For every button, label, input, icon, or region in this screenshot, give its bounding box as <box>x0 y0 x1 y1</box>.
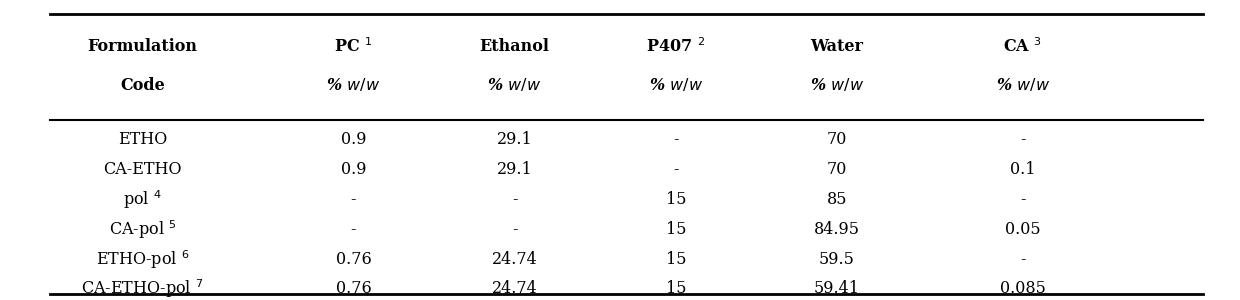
Text: 15: 15 <box>666 251 686 268</box>
Text: -: - <box>351 191 356 208</box>
Text: 70: 70 <box>827 161 847 178</box>
Text: CA-pol $^{5}$: CA-pol $^{5}$ <box>109 218 176 241</box>
Text: 15: 15 <box>666 221 686 238</box>
Text: -: - <box>673 131 678 148</box>
Text: % $w/w$: % $w/w$ <box>326 77 381 94</box>
Text: % $w/w$: % $w/w$ <box>487 77 542 94</box>
Text: ETHO-pol $^{6}$: ETHO-pol $^{6}$ <box>95 248 190 271</box>
Text: 15: 15 <box>666 280 686 297</box>
Text: -: - <box>512 191 517 208</box>
Text: -: - <box>1021 191 1025 208</box>
Text: Water: Water <box>811 38 863 55</box>
Text: 70: 70 <box>827 131 847 148</box>
Text: % $w/w$: % $w/w$ <box>649 77 703 94</box>
Text: P407 $^{2}$: P407 $^{2}$ <box>646 37 706 56</box>
Text: % $w/w$: % $w/w$ <box>996 77 1050 94</box>
Text: 0.76: 0.76 <box>336 251 371 268</box>
Text: 29.1: 29.1 <box>497 161 532 178</box>
Text: -: - <box>1021 131 1025 148</box>
Text: 15: 15 <box>666 191 686 208</box>
Text: -: - <box>1021 251 1025 268</box>
Text: 0.9: 0.9 <box>341 161 366 178</box>
Text: ETHO: ETHO <box>118 131 167 148</box>
Text: 59.5: 59.5 <box>820 251 854 268</box>
Text: 0.05: 0.05 <box>1006 221 1040 238</box>
Text: Formulation: Formulation <box>88 38 197 55</box>
Text: 24.74: 24.74 <box>492 251 537 268</box>
Text: PC $^{1}$: PC $^{1}$ <box>334 37 373 56</box>
Text: CA-ETHO: CA-ETHO <box>103 161 182 178</box>
Text: 0.1: 0.1 <box>1011 161 1035 178</box>
Text: 0.9: 0.9 <box>341 131 366 148</box>
Text: -: - <box>673 161 678 178</box>
Text: Ethanol: Ethanol <box>480 38 549 55</box>
Text: 0.085: 0.085 <box>1001 280 1045 297</box>
Text: 0.76: 0.76 <box>336 280 371 297</box>
Text: 84.95: 84.95 <box>813 221 861 238</box>
Text: CA $^{3}$: CA $^{3}$ <box>1003 37 1043 56</box>
Text: pol $^{4}$: pol $^{4}$ <box>123 188 162 211</box>
Text: -: - <box>351 221 356 238</box>
Text: -: - <box>512 221 517 238</box>
Text: 29.1: 29.1 <box>497 131 532 148</box>
Text: CA-ETHO-pol $^{7}$: CA-ETHO-pol $^{7}$ <box>82 277 203 300</box>
Text: 59.41: 59.41 <box>813 280 861 297</box>
Text: 85: 85 <box>827 191 847 208</box>
Text: % $w/w$: % $w/w$ <box>810 77 864 94</box>
Text: Code: Code <box>120 77 165 94</box>
Text: 24.74: 24.74 <box>492 280 537 297</box>
